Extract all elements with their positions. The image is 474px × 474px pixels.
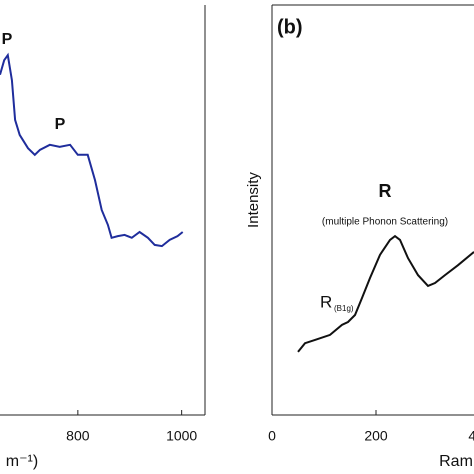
data-line xyxy=(0,52,184,248)
x-axis-label: m⁻¹) xyxy=(6,453,38,470)
annotation: (B1g) xyxy=(334,304,354,313)
panel-label: (b) xyxy=(277,16,303,38)
x-tick-label: 0 xyxy=(268,428,276,444)
x-axis-label: Ram xyxy=(439,453,473,470)
annotation: (multiple Phonon Scattering) xyxy=(322,217,448,228)
x-tick-label: 1000 xyxy=(166,428,197,444)
x-tick-label: 400 xyxy=(468,428,474,444)
x-tick-label: 800 xyxy=(66,428,90,444)
annotation: R xyxy=(320,292,332,311)
annotation: P xyxy=(2,31,13,48)
y-axis-label: Intensity xyxy=(245,172,262,228)
x-tick-label: 200 xyxy=(364,428,388,444)
data-line xyxy=(297,234,474,353)
annotation: R xyxy=(379,181,392,201)
annotation: P xyxy=(55,116,66,133)
